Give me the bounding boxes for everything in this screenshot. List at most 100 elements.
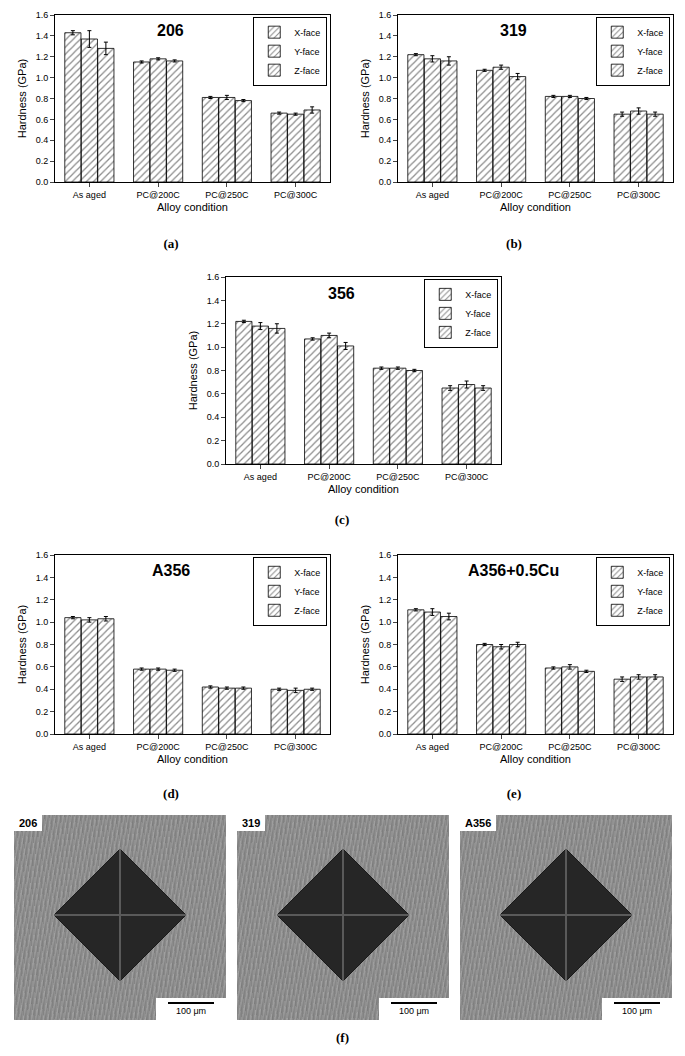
- svg-text:As aged: As aged: [73, 190, 106, 200]
- svg-text:As aged: As aged: [244, 472, 277, 482]
- svg-text:Alloy condition: Alloy condition: [500, 201, 571, 213]
- svg-text:0.6: 0.6: [36, 115, 49, 125]
- svg-text:0.6: 0.6: [379, 115, 392, 125]
- svg-text:356: 356: [328, 285, 355, 302]
- svg-text:0.0: 0.0: [379, 729, 392, 739]
- svg-text:0.2: 0.2: [36, 156, 49, 166]
- svg-text:1.0: 1.0: [379, 617, 392, 627]
- svg-text:Hardness (GPa): Hardness (GPa): [359, 59, 371, 138]
- svg-text:1.4: 1.4: [379, 31, 392, 41]
- svg-text:0.4: 0.4: [36, 135, 49, 145]
- svg-text:0.6: 0.6: [207, 389, 220, 399]
- svg-text:0.2: 0.2: [207, 436, 220, 446]
- svg-text:0.4: 0.4: [379, 684, 392, 694]
- svg-text:PC@200C: PC@200C: [137, 190, 181, 200]
- svg-text:PC@200C: PC@200C: [480, 742, 524, 752]
- svg-text:X-face: X-face: [637, 568, 663, 578]
- svg-text:X-face: X-face: [294, 28, 320, 38]
- svg-text:Z-face: Z-face: [637, 66, 663, 76]
- svg-text:0.0: 0.0: [207, 459, 220, 469]
- svg-text:1.6: 1.6: [379, 10, 392, 20]
- svg-text:0.0: 0.0: [36, 177, 49, 187]
- svg-text:PC@250C: PC@250C: [205, 742, 249, 752]
- svg-text:Y-face: Y-face: [465, 309, 490, 319]
- svg-text:1.4: 1.4: [36, 31, 49, 41]
- svg-text:0.0: 0.0: [379, 177, 392, 187]
- svg-text:0.8: 0.8: [36, 94, 49, 104]
- svg-text:0.4: 0.4: [207, 412, 220, 422]
- svg-text:0.2: 0.2: [379, 156, 392, 166]
- svg-text:1.4: 1.4: [36, 573, 49, 583]
- html-text:(b): (b): [506, 236, 522, 251]
- svg-text:PC@300C: PC@300C: [274, 190, 318, 200]
- svg-text:Z-face: Z-face: [465, 328, 491, 338]
- svg-text:0.4: 0.4: [379, 135, 392, 145]
- svg-text:Y-face: Y-face: [294, 47, 319, 57]
- svg-text:1.2: 1.2: [379, 595, 392, 605]
- svg-text:PC@250C: PC@250C: [205, 190, 249, 200]
- svg-text:0.6: 0.6: [379, 662, 392, 672]
- svg-text:Hardness (GPa): Hardness (GPa): [16, 605, 28, 684]
- svg-text:1.0: 1.0: [379, 73, 392, 83]
- svg-text:PC@200C: PC@200C: [480, 190, 524, 200]
- html-text:(e): (e): [506, 786, 522, 801]
- svg-text:0.8: 0.8: [207, 366, 220, 376]
- svg-text:0.2: 0.2: [379, 707, 392, 717]
- svg-text:Y-face: Y-face: [294, 587, 319, 597]
- svg-text:Alloy condition: Alloy condition: [157, 753, 228, 765]
- svg-text:Alloy condition: Alloy condition: [500, 753, 571, 765]
- svg-text:1.2: 1.2: [36, 52, 49, 62]
- svg-text:0.2: 0.2: [36, 707, 49, 717]
- svg-text:1.6: 1.6: [379, 550, 392, 560]
- svg-text:1.0: 1.0: [36, 617, 49, 627]
- svg-text:PC@250C: PC@250C: [376, 472, 420, 482]
- svg-text:0.0: 0.0: [36, 729, 49, 739]
- svg-text:0.8: 0.8: [379, 640, 392, 650]
- svg-text:Z-face: Z-face: [637, 606, 663, 616]
- svg-text:206: 206: [157, 22, 184, 39]
- svg-text:Hardness (GPa): Hardness (GPa): [187, 331, 199, 410]
- svg-text:319: 319: [500, 22, 527, 39]
- html-text:(c): (c): [334, 512, 350, 527]
- svg-text:1.2: 1.2: [207, 319, 220, 329]
- svg-text:PC@250C: PC@250C: [548, 742, 592, 752]
- svg-text:As aged: As aged: [416, 190, 449, 200]
- svg-text:Z-face: Z-face: [294, 66, 320, 76]
- svg-text:PC@300C: PC@300C: [617, 190, 661, 200]
- svg-text:PC@300C: PC@300C: [617, 742, 661, 752]
- svg-text:1.0: 1.0: [36, 73, 49, 83]
- svg-text:0.8: 0.8: [379, 94, 392, 104]
- svg-text:Z-face: Z-face: [294, 606, 320, 616]
- svg-text:X-face: X-face: [637, 28, 663, 38]
- svg-text:Y-face: Y-face: [637, 587, 662, 597]
- html-text:(a): (a): [163, 236, 179, 251]
- svg-text:1.4: 1.4: [207, 296, 220, 306]
- svg-text:1.6: 1.6: [36, 550, 49, 560]
- svg-text:A356+0.5Cu: A356+0.5Cu: [468, 562, 559, 579]
- svg-text:PC@200C: PC@200C: [308, 472, 352, 482]
- html-text:(d): (d): [163, 786, 179, 801]
- svg-text:0.4: 0.4: [36, 684, 49, 694]
- svg-text:PC@300C: PC@300C: [274, 742, 318, 752]
- svg-text:Hardness (GPa): Hardness (GPa): [359, 605, 371, 684]
- svg-text:Alloy condition: Alloy condition: [328, 483, 399, 495]
- svg-text:A356: A356: [152, 562, 190, 579]
- svg-text:PC@200C: PC@200C: [137, 742, 181, 752]
- svg-text:1.2: 1.2: [379, 52, 392, 62]
- svg-text:Hardness (GPa): Hardness (GPa): [16, 59, 28, 138]
- svg-text:1.6: 1.6: [207, 272, 220, 282]
- svg-text:1.0: 1.0: [207, 342, 220, 352]
- svg-text:Alloy condition: Alloy condition: [157, 201, 228, 213]
- svg-text:X-face: X-face: [465, 290, 491, 300]
- svg-text:0.6: 0.6: [36, 662, 49, 672]
- svg-text:0.8: 0.8: [36, 640, 49, 650]
- svg-text:1.4: 1.4: [379, 573, 392, 583]
- svg-text:X-face: X-face: [294, 568, 320, 578]
- svg-text:As aged: As aged: [416, 742, 449, 752]
- svg-text:Y-face: Y-face: [637, 47, 662, 57]
- svg-text:PC@300C: PC@300C: [445, 472, 489, 482]
- svg-text:1.6: 1.6: [36, 10, 49, 20]
- svg-text:As aged: As aged: [73, 742, 106, 752]
- svg-text:PC@250C: PC@250C: [548, 190, 592, 200]
- svg-text:1.2: 1.2: [36, 595, 49, 605]
